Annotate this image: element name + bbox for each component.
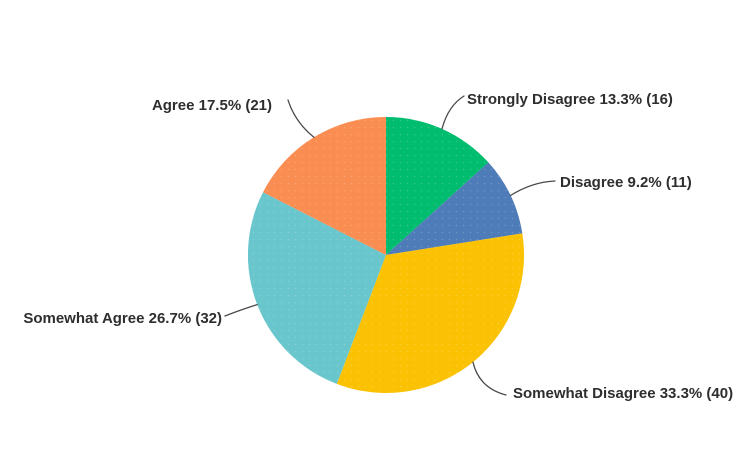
pie-label-somewhat-disagree: Somewhat Disagree 33.3% (40)	[513, 385, 734, 402]
pie-label-strongly-disagree: Strongly Disagree 13.3% (16)	[467, 91, 673, 108]
leader-line-agree	[287, 99, 315, 138]
pie-label-disagree: Disagree 9.2% (11)	[560, 174, 692, 191]
pie-label-somewhat-agree: Somewhat Agree 26.7% (32)	[23, 310, 222, 327]
pie-label-agree: Agree 17.5% (21)	[151, 97, 272, 114]
leader-line-strongly-disagree	[441, 95, 465, 130]
leader-line-somewhat-agree	[224, 303, 258, 317]
leader-line-somewhat-disagree	[472, 361, 507, 396]
leader-line-disagree	[509, 180, 556, 197]
